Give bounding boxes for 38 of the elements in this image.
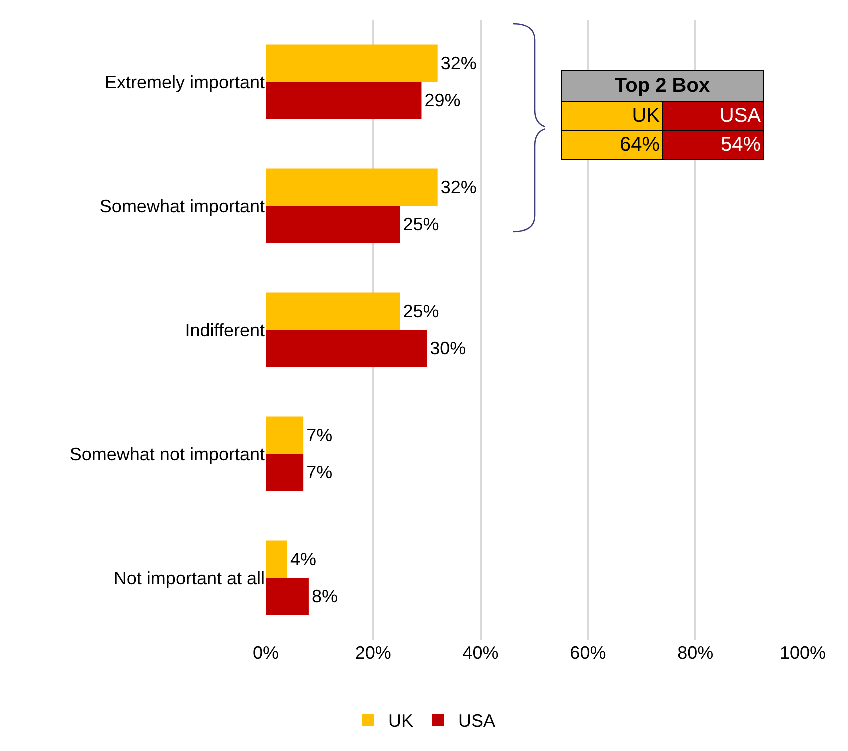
legend-label: USA <box>458 711 496 732</box>
x-tick-label: 100% <box>780 643 826 663</box>
data-label: 7% <box>306 462 333 483</box>
bar <box>266 540 288 578</box>
y-tick-label: Extremely important <box>104 72 265 92</box>
annotation: 64% <box>562 130 662 160</box>
data-label: 25% <box>403 214 440 235</box>
annotation: 54% <box>662 130 764 160</box>
y-tick-label: Not important at all <box>114 568 265 588</box>
y-tick-label: Indifferent <box>185 320 265 340</box>
data-label: 7% <box>306 425 333 446</box>
data-label: 29% <box>424 90 461 111</box>
data-label: 4% <box>290 549 316 570</box>
bar <box>266 330 428 368</box>
annotation: Top 2 Box <box>562 70 764 102</box>
x-tick-label: 60% <box>570 643 606 663</box>
legend-label: UK <box>388 711 414 732</box>
data-label: 25% <box>403 301 440 322</box>
x-tick-label: 40% <box>462 643 499 663</box>
data-label: 30% <box>430 338 466 359</box>
x-tick-label: 20% <box>355 643 392 663</box>
data-label: 32% <box>440 53 477 74</box>
y-tick-label: Somewhat not important <box>70 444 265 464</box>
x-tick-label: 0% <box>252 643 280 663</box>
bar <box>266 82 422 120</box>
bar <box>266 578 309 616</box>
annotation: USA <box>662 102 764 130</box>
bar <box>266 44 438 82</box>
bar <box>266 206 400 244</box>
bar <box>266 168 438 206</box>
data-label: 8% <box>312 586 338 607</box>
data-label: 32% <box>440 177 477 198</box>
annotation: UK <box>562 102 662 130</box>
bar <box>266 454 304 492</box>
y-tick-label: Somewhat important <box>100 196 265 216</box>
bar <box>266 416 304 454</box>
bar <box>266 292 400 330</box>
x-tick-label: 80% <box>678 643 714 663</box>
